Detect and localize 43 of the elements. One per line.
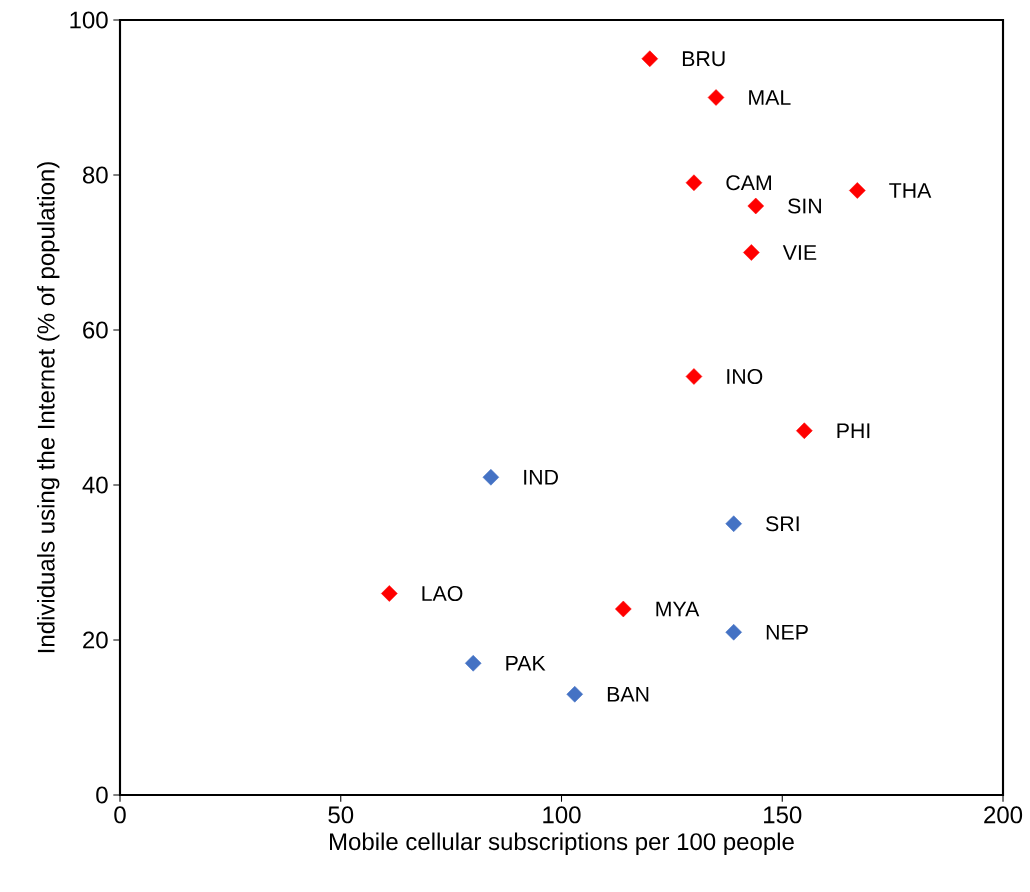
- annotation: VIE: [782, 245, 817, 260]
- x-tick-label: 100: [543, 806, 581, 824]
- point: [743, 244, 760, 261]
- annotation: MYA: [656, 601, 700, 617]
- annotation: SRI: [766, 516, 799, 532]
- point: [685, 368, 703, 385]
- annotation: CAM: [726, 175, 771, 191]
- annotation: MAL: [749, 90, 791, 105]
- point: [849, 182, 866, 199]
- point: [464, 654, 482, 672]
- point: [725, 515, 742, 533]
- point: [482, 468, 500, 486]
- point: [747, 197, 765, 215]
- annotation: IND: [524, 469, 558, 485]
- x-tick-label: 50: [328, 806, 354, 824]
- point: [615, 600, 632, 618]
- annotation: NEP: [766, 624, 808, 640]
- annotation: BAN: [607, 686, 649, 702]
- y-tick-label: 60: [83, 321, 108, 339]
- y-axis-title: Individuals using the Internet (% of population): [37, 162, 60, 653]
- x-axis-title: Mobile cellular subscriptions per 100 people: [330, 832, 794, 855]
- annotation: PHI: [837, 423, 870, 439]
- point: [796, 422, 813, 440]
- point: [725, 623, 742, 641]
- point: [685, 174, 703, 192]
- annotation: SIN: [788, 198, 821, 214]
- point: [641, 50, 659, 68]
- annotation: LAO: [422, 585, 463, 602]
- y-tick-label: 80: [82, 166, 108, 184]
- x-tick-label: 200: [984, 806, 1023, 824]
- x-tick-label: 0: [114, 806, 126, 824]
- y-tick-label: 20: [83, 631, 108, 649]
- x-tick-label: 150: [764, 806, 802, 824]
- point: [707, 89, 725, 106]
- annotation: THA: [889, 183, 932, 198]
- y-tick-label: 40: [82, 476, 108, 494]
- annotation: INO: [727, 368, 763, 385]
- y-tick-label: 100: [70, 11, 108, 29]
- point: [381, 585, 398, 602]
- annotation: PAK: [506, 655, 546, 671]
- y-tick-label: 0: [96, 786, 108, 804]
- annotation: BRU: [682, 51, 725, 67]
- point: [566, 685, 583, 703]
